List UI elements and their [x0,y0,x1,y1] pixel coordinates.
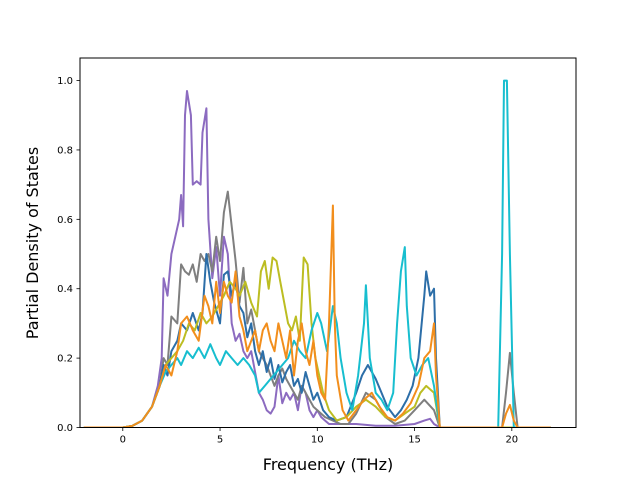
series-line-2 [83,190,551,428]
y-tick-label: 0.2 [57,354,73,365]
y-tick-label: 0.8 [57,145,73,156]
x-axis-label: Frequency (THz) [263,455,393,474]
series-layer [83,79,551,428]
x-tick-label: 0 [120,435,126,446]
x-tick-label: 10 [311,435,324,446]
y-tick-label: 1.0 [57,76,73,87]
y-axis: 0.0 0.2 0.4 0.6 0.8 1.0 [57,76,80,434]
series-line-4 [83,256,551,428]
series-line-1 [83,90,551,428]
x-tick-label: 15 [408,435,421,446]
x-tick-label: 5 [217,435,223,446]
plot-frame [79,57,577,428]
y-tick-label: 0.0 [57,423,73,434]
series-line-5 [83,79,551,428]
y-tick-label: 0.6 [57,215,73,226]
x-axis: 0 5 10 15 20 [120,427,518,446]
y-axis-label: Partial Density of States [23,147,42,339]
series-line-6 [83,204,551,428]
x-tick-label: 20 [505,435,518,446]
y-tick-label: 0.4 [57,284,73,295]
